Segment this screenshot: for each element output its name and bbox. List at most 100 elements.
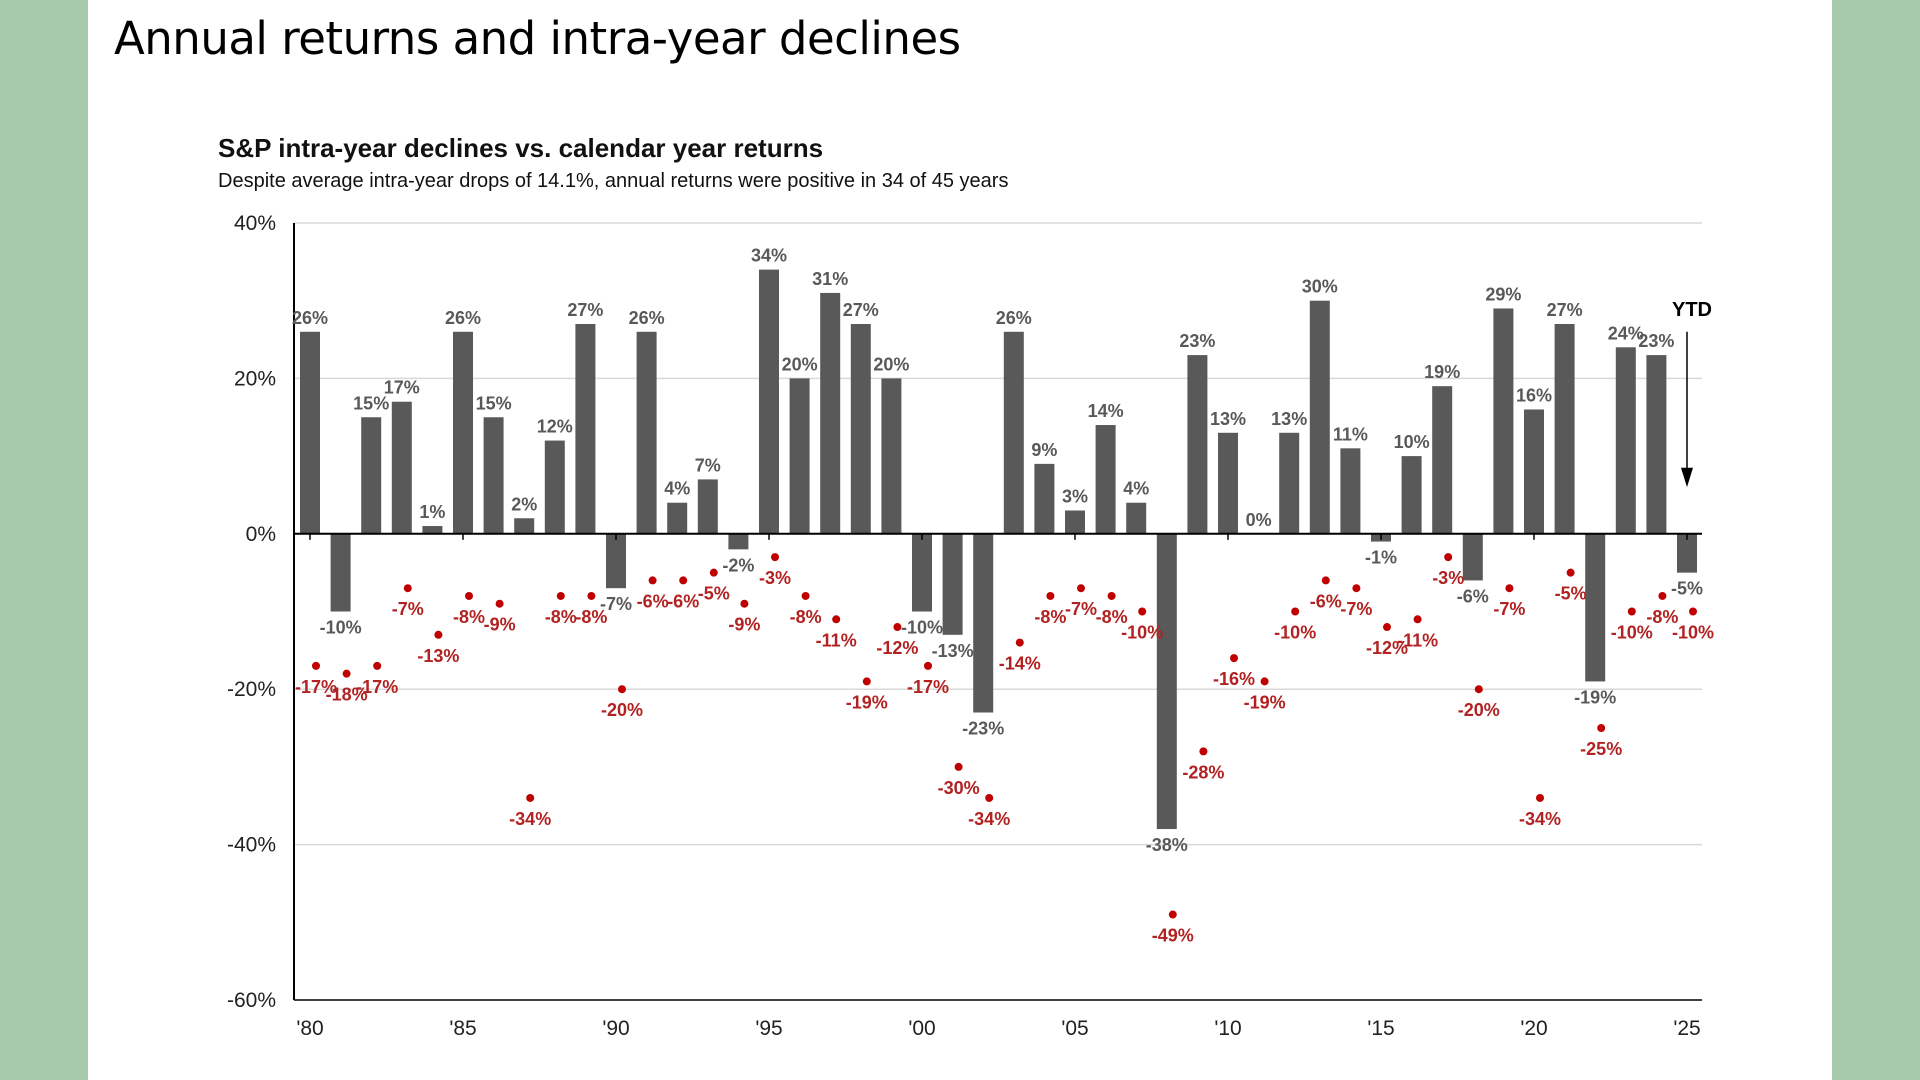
decline-label: -13% [417,646,459,666]
decline-label: -12% [1366,638,1408,658]
decline-dot [373,661,382,670]
decline-dot [1566,568,1575,577]
return-label: 26% [292,308,328,328]
bar-series [300,269,1697,830]
return-bar [606,533,626,589]
x-tick-label: '00 [908,1017,935,1040]
return-bar [483,417,504,534]
return-bar [422,526,443,534]
decline-dot [434,630,443,639]
x-tick-label: '20 [1520,1017,1547,1040]
return-label: 26% [445,308,481,328]
decline-dot [954,762,963,771]
decline-dot [1291,607,1300,616]
return-bar [1615,347,1636,534]
return-label: -23% [962,719,1004,739]
return-bar [1187,355,1208,534]
decline-label: -7% [1065,599,1097,619]
decline-dot [862,677,871,686]
decline-label: -8% [453,607,485,627]
return-bar [453,331,473,534]
return-label: -1% [1365,548,1397,568]
return-bar [1401,456,1422,534]
return-label: 13% [1210,409,1246,429]
return-bar [1034,463,1055,534]
page-title: Annual returns and intra-year declines [114,12,961,65]
chart-subtitle: Despite average intra-year drops of 14.1… [218,170,1008,192]
return-label: 3% [1062,486,1088,506]
x-tick-label: '15 [1367,1017,1394,1040]
decline-label: -7% [392,599,424,619]
decline-dot [1199,747,1208,756]
return-bar [1493,308,1514,534]
return-bar [759,269,779,534]
return-bar [881,378,902,534]
decline-dot [985,793,994,802]
decline-label: -17% [356,677,398,697]
chart-title: S&P intra-year declines vs. calendar yea… [218,133,823,163]
return-bar [1554,324,1575,534]
decline-label: -10% [1121,623,1163,643]
decline-dot [342,669,351,678]
decline-label: -5% [1555,584,1587,604]
decline-label: -14% [999,654,1041,674]
return-label: -19% [1574,687,1616,707]
ytd-arrow-head [1681,467,1693,488]
decline-dot [1505,584,1514,593]
decline-label: -8% [1034,607,1066,627]
return-bar [1156,533,1177,830]
return-label: -13% [932,641,974,661]
x-tick-label: '80 [296,1017,323,1040]
decline-label: -6% [1310,591,1342,611]
return-bar [1524,409,1544,534]
decline-label: -11% [1397,630,1438,650]
return-bar [1432,386,1453,534]
return-label: 14% [1088,401,1124,421]
return-bar [728,533,749,550]
return-label: 31% [812,269,848,289]
y-tick-label: -40% [227,834,276,857]
x-tick-label: '90 [602,1017,629,1040]
chart: S&P intra-year declines vs. calendar yea… [218,133,1714,1040]
decline-label: -17% [295,677,337,697]
return-bar [636,331,657,534]
decline-dot [832,615,841,624]
decline-dot [1658,591,1667,600]
decline-dot [1321,576,1330,585]
decline-dot [709,568,718,577]
return-label: 20% [782,354,818,374]
decline-dot [740,599,749,608]
return-label: 27% [843,300,879,320]
return-label: 26% [996,308,1032,328]
decline-dot [1015,638,1024,647]
y-tick-label: -20% [227,678,276,701]
decline-label: -8% [1096,607,1128,627]
ytd-label: YTD [1672,299,1712,321]
return-bar [789,378,810,534]
gridlines [294,222,1702,846]
decline-dot [679,576,688,585]
axes [293,223,1702,1001]
decline-dot [1383,623,1391,632]
return-label: 29% [1485,284,1521,304]
return-label: 34% [751,246,787,266]
decline-label: -20% [601,700,643,720]
decline-dot [924,661,932,670]
return-label: -2% [722,555,754,575]
ytd-annotation: YTD [1672,299,1712,488]
return-label: -5% [1671,579,1703,599]
decline-dot [1689,607,1697,616]
decline-label: -8% [790,607,822,627]
return-bar [544,440,565,534]
return-bar [973,533,994,713]
return-bar [1585,533,1606,682]
decline-label: -5% [698,584,730,604]
return-label: -10% [901,618,943,638]
decline-label: -16% [1213,669,1255,689]
return-label: 15% [353,393,389,413]
decline-label: -19% [846,692,888,712]
return-bar [1218,432,1238,534]
return-bar [1095,425,1116,534]
return-bar [361,417,382,534]
return-bar [942,533,963,635]
